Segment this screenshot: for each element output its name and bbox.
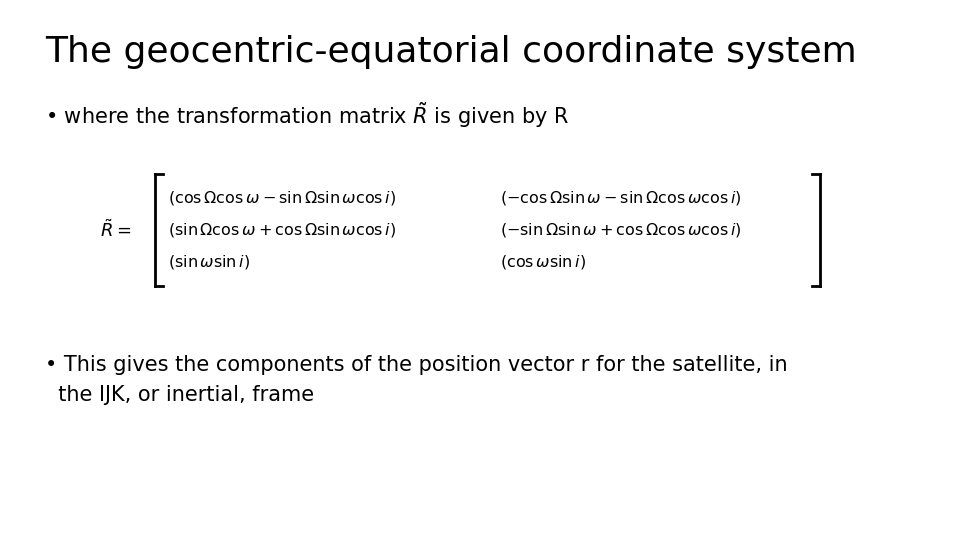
Text: $(-\cos \Omega \sin \omega - \sin \Omega \cos \omega \cos i)$: $(-\cos \Omega \sin \omega - \sin \Omega… [500, 189, 741, 207]
Text: • where the transformation matrix $\tilde{R}$ is given by R: • where the transformation matrix $\tild… [45, 100, 569, 130]
Text: $(-\sin \Omega \sin \omega + \cos \Omega \cos \omega \cos i)$: $(-\sin \Omega \sin \omega + \cos \Omega… [500, 221, 741, 239]
Text: $(\sin \Omega \cos \omega + \cos \Omega \sin \omega \cos i)$: $(\sin \Omega \cos \omega + \cos \Omega … [168, 221, 396, 239]
Text: $\tilde{R}=$: $\tilde{R}=$ [100, 219, 132, 241]
Text: The geocentric-equatorial coordinate system: The geocentric-equatorial coordinate sys… [45, 35, 856, 69]
Text: $(\cos \omega \sin i)$: $(\cos \omega \sin i)$ [500, 253, 586, 271]
Text: the IJK, or inertial, frame: the IJK, or inertial, frame [45, 385, 314, 405]
Text: $(\cos \Omega \cos \omega - \sin \Omega \sin \omega \cos i)$: $(\cos \Omega \cos \omega - \sin \Omega … [168, 189, 396, 207]
Text: • This gives the components of the position vector r for the satellite, in: • This gives the components of the posit… [45, 355, 787, 375]
Text: $(\sin \omega \sin i)$: $(\sin \omega \sin i)$ [168, 253, 250, 271]
